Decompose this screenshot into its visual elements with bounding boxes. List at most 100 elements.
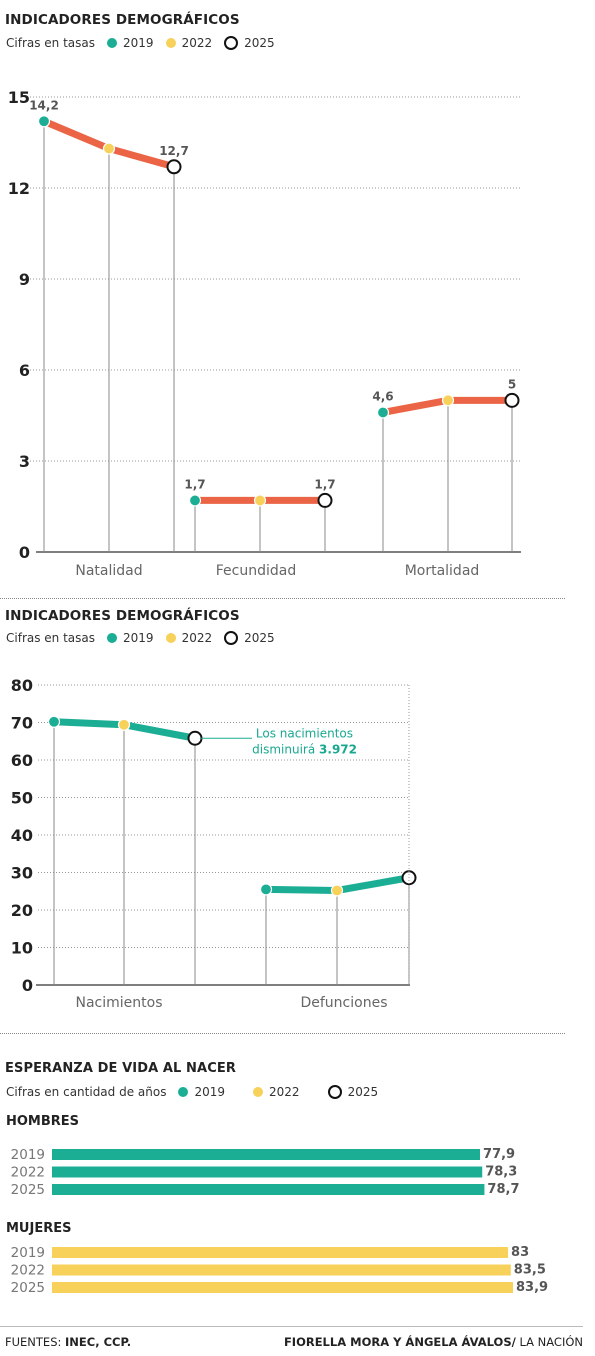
y-tick-label: 3: [19, 452, 30, 471]
legend-swatch-2019: [107, 38, 118, 48]
data-point-2025: [504, 392, 520, 408]
data-label: 12,7: [159, 144, 189, 158]
bar-mujeres-2019: [52, 1247, 509, 1258]
legend-label: Cifras en tasas: [6, 631, 96, 645]
footer-sources: FUENTES: INEC, CCP.: [5, 1335, 131, 1349]
sources-label: FUENTES:: [5, 1335, 62, 1349]
y-tick-label: 12: [8, 179, 30, 198]
legend-swatch-2022: [165, 38, 176, 48]
bar-hombres-2025: [52, 1184, 485, 1195]
category-label: Defunciones: [300, 995, 387, 1011]
legend-2022: 2022: [181, 36, 213, 50]
y-tick-label: 70: [11, 714, 33, 733]
data-point-2019: [37, 115, 51, 128]
chart1-svg: 0 3 6 9 12 15 14,2 12,7 Natalidad 1,7 1,7 Fecundida…: [8, 88, 521, 579]
y-tick-label: 80: [11, 676, 33, 695]
legend-2025: 2025: [244, 631, 275, 645]
legend-2019: 2019: [194, 1085, 226, 1099]
data-point-2019: [259, 883, 273, 896]
chart1-legend: Cifras en tasas 2019 2022 2025: [6, 36, 275, 50]
y-tick-label: 9: [19, 270, 30, 289]
data-label: 1,7: [184, 477, 205, 491]
legend-swatch-2025: [224, 36, 239, 50]
data-label: 5: [508, 377, 516, 391]
annotation-line1: Los nacimientos: [256, 726, 353, 740]
legend-swatch-2025: [224, 631, 239, 645]
bar-category-label: 2019: [11, 1147, 45, 1163]
y-tick-label: 15: [8, 88, 30, 107]
legend-swatch-2019: [178, 1087, 189, 1097]
legend-2019: 2019: [123, 36, 154, 50]
legend-2022: 2022: [181, 631, 213, 645]
chart3-legend: Cifras en cantidad de años 2019 2022 202…: [6, 1085, 378, 1099]
chart3-title: ESPERANZA DE VIDA AL NACER: [5, 1061, 236, 1076]
annotation-text: disminuirá: [252, 742, 319, 756]
bar-value-label: 83: [511, 1245, 529, 1260]
legend-label: Cifras en tasas: [6, 36, 96, 50]
annotation-line2: disminuirá 3.972: [252, 742, 357, 756]
category-label: Nacimientos: [75, 995, 162, 1011]
data-label: 14,2: [29, 98, 59, 112]
chart3-svg: 2019 77,9 2022 78,3 2025 78,7 2019 83 2022 83,5 20…: [11, 1147, 548, 1296]
chart1-title: INDICADORES DEMOGRÁFICOS: [5, 12, 240, 28]
footer-credits: FIORELLA MORA Y ÁNGELA ÁVALOS/ LA NACIÓN: [284, 1335, 583, 1349]
y-tick-label: 40: [11, 826, 33, 845]
bar-mujeres-2022: [52, 1264, 511, 1276]
data-point-2019: [188, 494, 202, 507]
y-tick-label: 0: [22, 976, 33, 995]
category-label: Fecundidad: [216, 563, 296, 579]
bar-hombres-2022: [52, 1166, 483, 1178]
bar-category-label: 2025: [11, 1182, 45, 1198]
y-tick-label: 60: [11, 751, 33, 770]
data-point-2022: [441, 394, 455, 407]
y-tick-label: 20: [11, 901, 33, 920]
legend-2019: 2019: [123, 631, 154, 645]
y-tick-label: 10: [11, 939, 33, 958]
chart2-title: INDICADORES DEMOGRÁFICOS: [5, 608, 240, 624]
footer: FUENTES: INEC, CCP. FIORELLA MORA Y ÁNGE…: [5, 1335, 583, 1349]
bar-mujeres-2025: [52, 1282, 513, 1293]
y-tick-label: 6: [19, 361, 30, 380]
bar-category-label: 2022: [11, 1263, 45, 1279]
bar-value-label: 83,5: [514, 1263, 546, 1278]
sources-value: INEC, CCP.: [65, 1335, 132, 1349]
data-point-2022: [253, 494, 267, 507]
separator-1: [0, 598, 565, 599]
footer-rule: [0, 1326, 583, 1327]
data-point-2019: [47, 715, 61, 728]
y-tick-label: 50: [11, 789, 33, 808]
category-label: Mortalidad: [405, 563, 480, 579]
bar-category-label: 2022: [11, 1165, 45, 1181]
men-heading: HOMBRES: [6, 1114, 80, 1129]
data-label: 4,6: [372, 389, 393, 403]
data-point-2025: [317, 492, 333, 508]
bar-value-label: 78,7: [487, 1182, 519, 1197]
legend-swatch-2022: [253, 1087, 264, 1097]
legend-label: Cifras en cantidad de años: [6, 1085, 167, 1099]
legend-2022: 2022: [269, 1085, 300, 1099]
separator-2: [0, 1033, 565, 1034]
legend-2025: 2025: [347, 1085, 379, 1099]
chart2-legend: Cifras en tasas 2019 2022 2025: [6, 631, 275, 645]
legend-swatch-2022: [165, 633, 176, 643]
legend-swatch-2025: [327, 1085, 342, 1099]
bar-hombres-2019: [52, 1149, 481, 1160]
bar-value-label: 78,3: [485, 1165, 517, 1180]
data-point-2019: [376, 406, 390, 419]
data-point-2022: [102, 142, 116, 155]
bar-value-label: 83,9: [516, 1280, 548, 1295]
data-point-2022: [117, 718, 131, 731]
bar-category-label: 2025: [11, 1280, 45, 1296]
data-label: 1,7: [314, 477, 335, 491]
data-point-2025: [187, 730, 203, 746]
y-tick-label: 30: [11, 864, 33, 883]
annotation-value: 3.972: [319, 742, 357, 756]
outlet: LA NACIÓN: [519, 1335, 583, 1349]
legend-2025: 2025: [244, 36, 275, 50]
bar-category-label: 2019: [11, 1245, 45, 1261]
data-point-2022: [330, 884, 344, 897]
bar-value-label: 77,9: [483, 1147, 515, 1162]
women-heading: MUJERES: [6, 1221, 72, 1236]
authors: FIORELLA MORA Y ÁNGELA ÁVALOS/: [283, 1335, 516, 1349]
chart2-svg: 0 10 20 30 40 50 60 70 80 Nacimientos Defunciones L…: [11, 676, 417, 1011]
